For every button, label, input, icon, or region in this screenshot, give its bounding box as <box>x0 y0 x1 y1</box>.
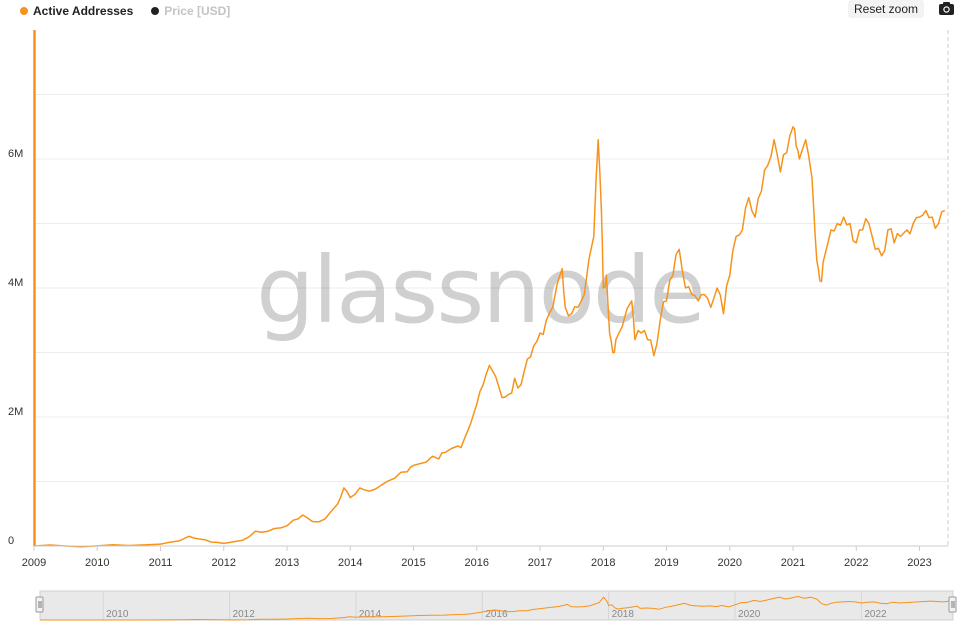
legend-item-price[interactable]: Price [USD] <box>151 4 230 18</box>
x-tick-label: 2015 <box>401 557 425 569</box>
navigator-series-line <box>40 595 950 621</box>
legend-label: Active Addresses <box>33 4 134 18</box>
navigator-mask <box>39 590 954 621</box>
y-axis: 0 2M 4M 6M <box>8 148 23 547</box>
navigator-tick-label: 2020 <box>738 609 761 620</box>
navigator-tick-label: 2012 <box>233 609 256 620</box>
x-tick-label: 2010 <box>85 557 109 569</box>
legend-dot-icon <box>20 7 28 15</box>
x-tick-label: 2013 <box>275 557 299 569</box>
series-layer <box>33 30 946 548</box>
x-tick-label: 2016 <box>465 557 489 569</box>
legend: Active Addresses Price [USD] <box>20 3 230 19</box>
x-tick-label: 2009 <box>22 557 46 569</box>
reset-zoom-button[interactable]: Reset zoom <box>848 0 924 18</box>
y-tick-label: 6M <box>8 148 23 160</box>
navigator-tick-label: 2018 <box>612 609 635 620</box>
camera-icon[interactable] <box>938 1 955 16</box>
series-line-active-addresses <box>33 126 946 548</box>
watermark: glassnode <box>256 237 704 344</box>
x-axis: 2009 2010 2011 2012 2013 2014 2015 2016 2017 2018… <box>22 545 948 569</box>
legend-item-active-addresses[interactable]: Active Addresses <box>20 4 133 18</box>
navigator-tick-label: 2022 <box>864 609 887 620</box>
x-tick-label: 2022 <box>844 557 868 569</box>
x-tick-label: 2019 <box>654 557 678 569</box>
x-tick-label: 2018 <box>591 557 615 569</box>
navigator-tick-label: 2010 <box>106 609 129 620</box>
y-tick-label: 0 <box>8 535 14 547</box>
x-tick-label: 2012 <box>212 557 236 569</box>
x-tick-label: 2014 <box>338 557 362 569</box>
x-tick-label: 2017 <box>528 557 552 569</box>
legend-dot-icon <box>151 7 160 15</box>
x-tick-label: 2020 <box>718 557 742 569</box>
legend-label: Price [USD] <box>164 4 231 18</box>
x-tick-label: 2023 <box>907 557 931 569</box>
navigator-tick-label: 2016 <box>485 609 508 620</box>
y-tick-label: 2M <box>8 406 23 418</box>
range-navigator[interactable]: 2010 2012 2014 2016 2018 2020 2022 <box>35 590 957 621</box>
y-tick-label: 4M <box>8 277 23 289</box>
grid-lines <box>34 30 949 546</box>
navigator-tick-label: 2014 <box>359 609 382 620</box>
x-tick-label: 2011 <box>149 557 173 569</box>
x-tick-label: 2021 <box>781 557 805 569</box>
